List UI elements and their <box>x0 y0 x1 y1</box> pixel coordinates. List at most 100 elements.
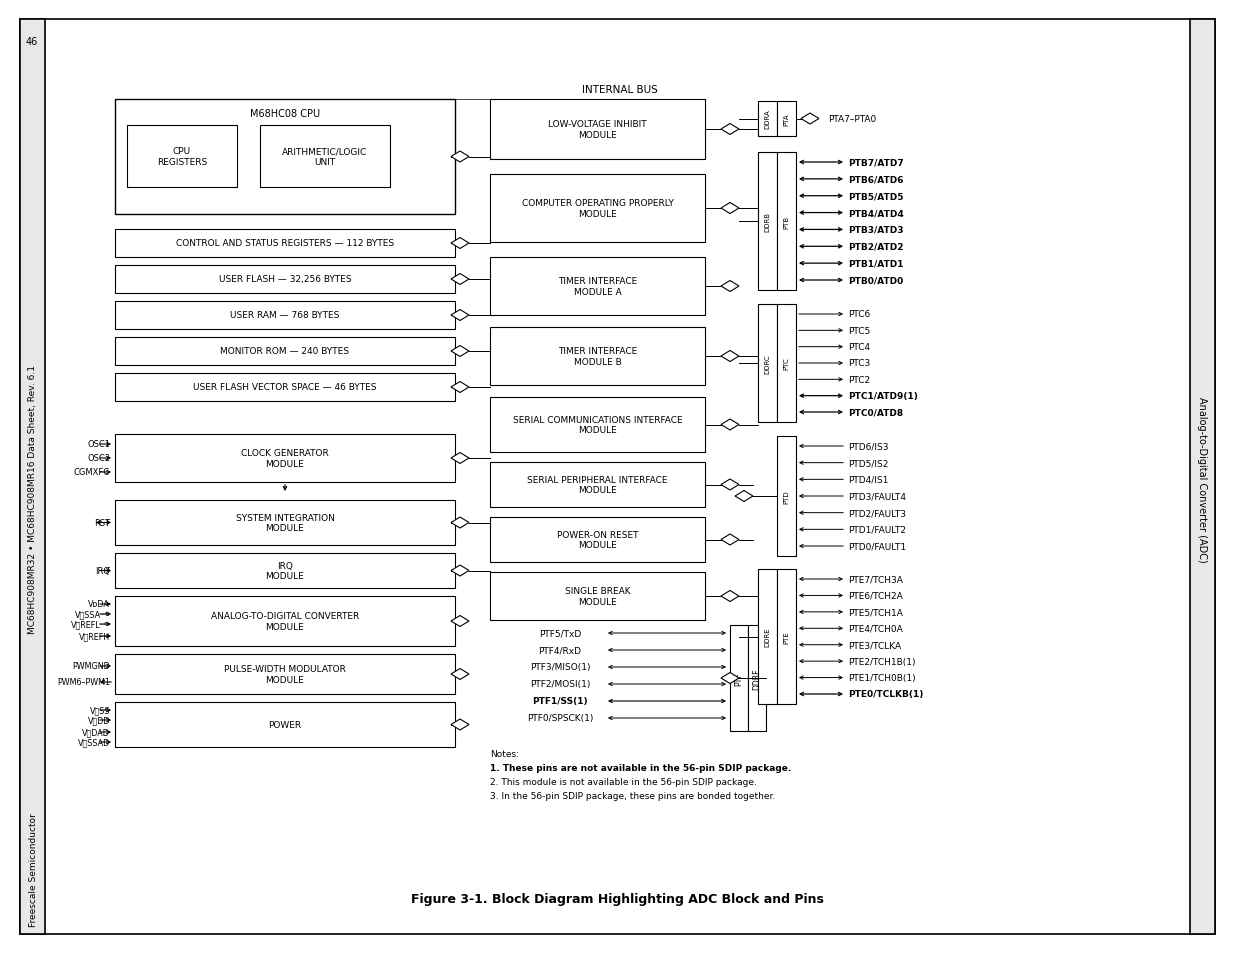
Polygon shape <box>451 720 469 730</box>
Text: PTF: PTF <box>735 672 743 685</box>
Bar <box>115 100 454 214</box>
Polygon shape <box>451 152 469 163</box>
Bar <box>758 569 777 704</box>
Bar <box>777 102 797 137</box>
Text: PTB7/ATD7: PTB7/ATD7 <box>848 158 904 168</box>
Text: PTC5: PTC5 <box>848 327 871 335</box>
Text: PTA: PTA <box>783 113 789 126</box>
Bar <box>748 625 766 731</box>
Polygon shape <box>735 491 753 502</box>
Text: PTE5/TCH1A: PTE5/TCH1A <box>848 608 903 617</box>
Text: PTC4: PTC4 <box>848 343 871 352</box>
Text: PTB0/ATD0: PTB0/ATD0 <box>848 276 903 285</box>
Text: PTA7–PTA0: PTA7–PTA0 <box>827 115 877 124</box>
Bar <box>261 126 390 188</box>
Polygon shape <box>451 346 469 357</box>
Text: CONTROL AND STATUS REGISTERS — 112 BYTES: CONTROL AND STATUS REGISTERS — 112 BYTES <box>175 239 394 248</box>
Polygon shape <box>451 616 469 627</box>
Text: PTC6: PTC6 <box>848 310 871 319</box>
Text: PTE0/TCLKB(1): PTE0/TCLKB(1) <box>848 690 924 699</box>
Bar <box>777 436 797 557</box>
Bar <box>490 100 705 160</box>
Polygon shape <box>451 274 469 285</box>
Text: DDRA: DDRA <box>764 110 769 130</box>
Text: 2. This module is not available in the 56-pin SDIP package.: 2. This module is not available in the 5… <box>490 778 757 786</box>
Polygon shape <box>451 238 469 250</box>
Bar <box>115 302 454 330</box>
Text: PTB: PTB <box>783 215 789 229</box>
Polygon shape <box>721 351 739 362</box>
Text: PTF0/SPSCK(1): PTF0/SPSCK(1) <box>527 714 593 722</box>
Text: OSC1: OSC1 <box>86 440 110 449</box>
Polygon shape <box>721 535 739 545</box>
Bar <box>490 328 705 386</box>
Text: VᴅDA: VᴅDA <box>88 599 110 609</box>
Text: V₝SSAD: V₝SSAD <box>78 738 110 747</box>
Polygon shape <box>451 565 469 577</box>
Text: SERIAL COMMUNICATIONS INTERFACE
MODULE: SERIAL COMMUNICATIONS INTERFACE MODULE <box>513 416 682 435</box>
Bar <box>490 517 705 562</box>
Text: DDRE: DDRE <box>764 627 769 647</box>
Bar <box>777 305 797 422</box>
Text: PTD6/IS3: PTD6/IS3 <box>848 442 888 451</box>
Polygon shape <box>721 673 739 684</box>
Text: V₝SS: V₝SS <box>89 706 110 715</box>
Text: IRQ
MODULE: IRQ MODULE <box>266 561 304 580</box>
Bar <box>758 102 777 137</box>
Text: POWER-ON RESET
MODULE: POWER-ON RESET MODULE <box>557 530 638 550</box>
Polygon shape <box>451 517 469 529</box>
Text: PTF3/MISO(1): PTF3/MISO(1) <box>530 662 590 672</box>
Text: CLOCK GENERATOR
MODULE: CLOCK GENERATOR MODULE <box>241 449 329 468</box>
Text: PWM6–PWM1: PWM6–PWM1 <box>57 678 110 687</box>
Bar <box>115 500 454 545</box>
Bar <box>758 305 777 422</box>
Bar <box>115 597 454 646</box>
Text: 1. These pins are not available in the 56-pin SDIP package.: 1. These pins are not available in the 5… <box>490 763 792 773</box>
Text: 46: 46 <box>26 37 38 47</box>
Text: DDRF: DDRF <box>752 667 762 689</box>
Text: USER FLASH — 32,256 BYTES: USER FLASH — 32,256 BYTES <box>219 275 351 284</box>
Text: DDRC: DDRC <box>764 354 769 374</box>
Text: MONITOR ROM — 240 BYTES: MONITOR ROM — 240 BYTES <box>221 347 350 356</box>
Polygon shape <box>451 382 469 393</box>
Text: POWER: POWER <box>268 720 301 729</box>
Text: PTB2/ATD2: PTB2/ATD2 <box>848 242 904 252</box>
Text: PTD3/FAULT4: PTD3/FAULT4 <box>848 492 906 501</box>
Text: PTE7/TCH3A: PTE7/TCH3A <box>848 575 903 584</box>
Bar <box>490 462 705 507</box>
Text: TIMER INTERFACE
MODULE A: TIMER INTERFACE MODULE A <box>558 277 637 296</box>
Text: USER RAM — 768 BYTES: USER RAM — 768 BYTES <box>230 312 340 320</box>
Polygon shape <box>451 669 469 679</box>
Text: SYSTEM INTEGRATION
MODULE: SYSTEM INTEGRATION MODULE <box>236 514 335 533</box>
Text: PTE1/TCH0B(1): PTE1/TCH0B(1) <box>848 674 915 682</box>
Text: Analog-to-Digital Converter (ADC): Analog-to-Digital Converter (ADC) <box>1197 396 1207 562</box>
Text: PTB5/ATD5: PTB5/ATD5 <box>848 192 904 201</box>
Text: PTF5/TxD: PTF5/TxD <box>538 629 582 638</box>
Text: PTE4/TCH0A: PTE4/TCH0A <box>848 624 903 633</box>
Text: ANALOG-TO-DIGITAL CONVERTER
MODULE: ANALOG-TO-DIGITAL CONVERTER MODULE <box>211 612 359 631</box>
Text: PTD1/FAULT2: PTD1/FAULT2 <box>848 525 906 535</box>
Bar <box>115 655 454 695</box>
Text: SERIAL PERIPHERAL INTERFACE
MODULE: SERIAL PERIPHERAL INTERFACE MODULE <box>527 476 668 495</box>
Text: PTD5/IS2: PTD5/IS2 <box>848 458 888 468</box>
Polygon shape <box>721 419 739 431</box>
Polygon shape <box>721 591 739 602</box>
Text: PTF4/RxD: PTF4/RxD <box>538 646 582 655</box>
Bar <box>115 266 454 294</box>
Bar <box>1191 20 1215 934</box>
Bar <box>490 257 705 315</box>
Bar <box>1191 20 1215 934</box>
Bar <box>20 20 44 934</box>
Text: ARITHMETIC/LOGIC
UNIT: ARITHMETIC/LOGIC UNIT <box>283 147 368 167</box>
Text: PTE2/TCH1B(1): PTE2/TCH1B(1) <box>848 657 915 666</box>
Text: PTC2: PTC2 <box>848 375 871 384</box>
Text: PTB1/ATD1: PTB1/ATD1 <box>848 259 904 269</box>
Text: PTC: PTC <box>783 357 789 370</box>
Bar <box>115 554 454 588</box>
Text: PTC3: PTC3 <box>848 359 871 368</box>
Polygon shape <box>802 113 819 125</box>
Text: INTERNAL BUS: INTERNAL BUS <box>582 85 658 95</box>
Text: PTE: PTE <box>783 631 789 643</box>
Polygon shape <box>451 453 469 464</box>
Text: PTD0/FAULT1: PTD0/FAULT1 <box>848 542 906 551</box>
